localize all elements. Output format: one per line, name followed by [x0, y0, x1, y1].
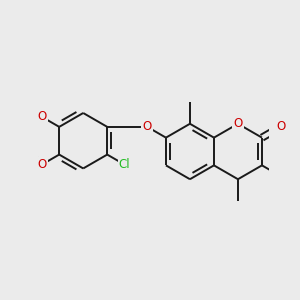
Text: O: O	[37, 158, 46, 171]
Text: O: O	[276, 120, 285, 134]
Text: O: O	[233, 117, 243, 130]
Text: O: O	[142, 120, 152, 134]
Text: Cl: Cl	[119, 158, 130, 171]
Text: O: O	[37, 110, 46, 123]
